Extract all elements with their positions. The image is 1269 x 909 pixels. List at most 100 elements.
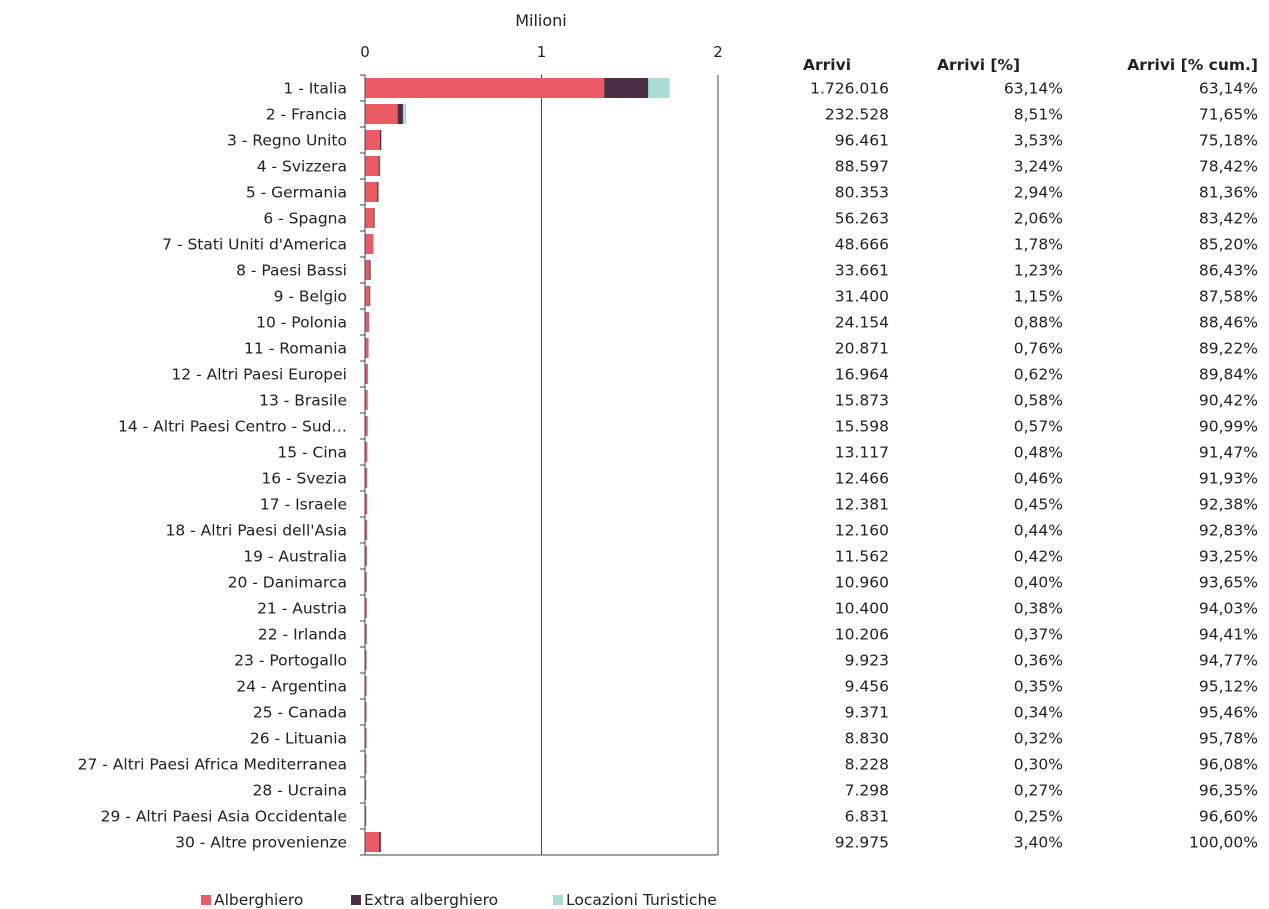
bar-segment xyxy=(365,806,367,826)
category-label: 15 - Cina xyxy=(277,444,347,462)
bar-segment xyxy=(365,494,367,514)
category-label: 24 - Argentina xyxy=(236,678,347,696)
table-cell: 89,22% xyxy=(1199,340,1258,358)
table-cell: 94,41% xyxy=(1199,626,1258,644)
table-cell: 9.456 xyxy=(845,678,889,696)
table-cell: 91,93% xyxy=(1199,470,1258,488)
bar-segment xyxy=(365,780,367,800)
category-label: 13 - Brasile xyxy=(259,392,347,410)
bar-segment xyxy=(365,598,367,618)
x-tick-label: 1 xyxy=(537,43,547,61)
bar-segment xyxy=(365,728,367,748)
bar-segment xyxy=(648,78,670,98)
x-axis-ticks: 0 1 2 xyxy=(360,43,723,61)
table-cell: 95,78% xyxy=(1199,730,1258,748)
category-labels: 1 - Italia 2 - Francia 3 - Regno Unito 4 - … xyxy=(78,80,347,852)
table-cell: 63,14% xyxy=(1199,80,1258,98)
table-cell: 95,46% xyxy=(1199,704,1258,722)
bar-segment xyxy=(365,104,398,124)
bar-segment xyxy=(379,832,381,852)
table-cell: 90,99% xyxy=(1199,418,1258,436)
bar-segment xyxy=(365,702,367,722)
category-label: 16 - Svezia xyxy=(261,470,347,488)
table-cell: 92.975 xyxy=(835,834,889,852)
category-label: 30 - Altre provenienze xyxy=(175,834,347,852)
table-cell: 0,46% xyxy=(1014,470,1063,488)
table-cell: 63,14% xyxy=(1004,80,1063,98)
table-cell: 0,48% xyxy=(1014,444,1063,462)
table-cell: 94,77% xyxy=(1199,652,1258,670)
table-cell: 85,20% xyxy=(1199,236,1258,254)
table-cell: 100,00% xyxy=(1189,834,1258,852)
bars xyxy=(365,78,670,852)
bar-segment xyxy=(365,130,381,150)
table-cell: 16.964 xyxy=(835,366,889,384)
table-cell: 91,47% xyxy=(1199,444,1258,462)
bar-segment xyxy=(365,468,367,488)
table-cell: 0,58% xyxy=(1014,392,1063,410)
legend-swatch xyxy=(351,895,361,905)
table-cell: 0,27% xyxy=(1014,782,1063,800)
bar-segment xyxy=(365,182,378,202)
bar-segment xyxy=(365,364,368,384)
table-cell: 1,15% xyxy=(1014,288,1063,306)
bar-segment xyxy=(365,572,367,592)
table-cell: 75,18% xyxy=(1199,132,1258,150)
table-cell: 90,42% xyxy=(1199,392,1258,410)
bar-segment xyxy=(378,182,380,202)
table-cell: 96,35% xyxy=(1199,782,1258,800)
table-cell: 0,40% xyxy=(1014,574,1063,592)
table-cell: 86,43% xyxy=(1199,262,1258,280)
category-label: 8 - Paesi Bassi xyxy=(236,262,347,280)
category-label: 12 - Altri Paesi Europei xyxy=(171,366,347,384)
table-cell: 33.661 xyxy=(835,262,889,280)
bar-segment xyxy=(365,156,379,176)
x-tick-label: 2 xyxy=(713,43,723,61)
table-cell: 10.400 xyxy=(835,600,889,618)
category-label: 4 - Svizzera xyxy=(257,158,347,176)
bar-segment xyxy=(365,286,370,306)
legend-label: Extra alberghiero xyxy=(364,891,498,909)
table-cell: 1.726.016 xyxy=(810,80,889,98)
table-cell: 15.598 xyxy=(835,418,889,436)
table-cell: 92,38% xyxy=(1199,496,1258,514)
table-cell: 7.298 xyxy=(845,782,889,800)
category-label: 17 - Israele xyxy=(260,496,347,514)
table-cell: 1,23% xyxy=(1014,262,1063,280)
table-cell: 31.400 xyxy=(835,288,889,306)
table-cell: 2,94% xyxy=(1014,184,1063,202)
table-cell: 48.666 xyxy=(835,236,889,254)
bar-segment xyxy=(365,312,369,332)
table-cell: 8.228 xyxy=(845,756,889,774)
table-cell: 12.160 xyxy=(835,522,889,540)
bar-segment xyxy=(365,546,367,566)
table-cell: 88.597 xyxy=(835,158,889,176)
table-cell: 78,42% xyxy=(1199,158,1258,176)
category-label: 7 - Stati Uniti d'America xyxy=(162,236,347,254)
table-cell: 81,36% xyxy=(1199,184,1258,202)
bar-segment xyxy=(397,104,403,124)
table-cell: 0,88% xyxy=(1014,314,1063,332)
bar-segment xyxy=(378,156,380,176)
bar-segment xyxy=(365,650,367,670)
bar-segment xyxy=(377,182,379,202)
bar-segment xyxy=(369,260,371,280)
table-cell: 0,45% xyxy=(1014,496,1063,514)
bar-segment xyxy=(380,832,382,852)
legend-swatch xyxy=(553,895,563,905)
bar-segment xyxy=(373,208,375,228)
bar-segment xyxy=(379,156,381,176)
table-cell: 88,46% xyxy=(1199,314,1258,332)
category-label: 1 - Italia xyxy=(283,80,347,98)
table-cell: 8.830 xyxy=(845,730,889,748)
bar-segment xyxy=(380,130,382,150)
category-label: 5 - Germania xyxy=(246,184,347,202)
table-cell: 3,40% xyxy=(1014,834,1063,852)
axis-title: Milioni xyxy=(515,11,567,30)
table-cell: 83,42% xyxy=(1199,210,1258,228)
table-cell: 0,76% xyxy=(1014,340,1063,358)
table-cell: 93,25% xyxy=(1199,548,1258,566)
table-cell: 9.371 xyxy=(845,704,889,722)
category-label: 27 - Altri Paesi Africa Mediterranea xyxy=(78,756,347,774)
